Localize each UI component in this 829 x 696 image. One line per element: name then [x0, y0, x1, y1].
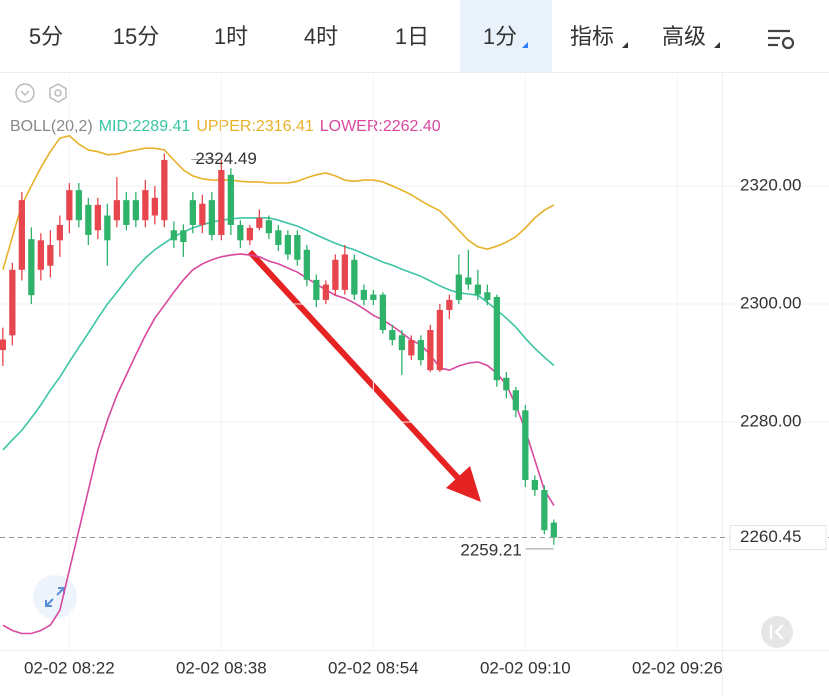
candle-body: [493, 296, 500, 381]
active-tab-bg: [460, 0, 552, 72]
candle-body: [408, 340, 415, 356]
candle-body: [313, 279, 320, 300]
x-tick-label: 02-02 08:54: [328, 658, 419, 677]
x-tick-label: 02-02 08:38: [176, 658, 267, 677]
tab-caret: [522, 42, 528, 48]
candle-body: [474, 284, 481, 295]
collapse-icon[interactable]: [15, 83, 35, 103]
candle-body: [28, 239, 35, 296]
x-tick-label: 02-02 08:22: [24, 658, 115, 677]
y-tick-label: 2320.00: [740, 175, 801, 194]
boll-line: [2, 253, 555, 635]
boll-line: [2, 134, 555, 271]
candle-body: [199, 203, 206, 225]
candle-body: [218, 170, 225, 235]
last-price-box: [729, 525, 827, 551]
candle-body: [265, 220, 272, 234]
low-label: 2259.21: [460, 540, 521, 559]
candle-body: [436, 309, 443, 371]
candle-body: [256, 217, 263, 228]
candle-body: [0, 339, 6, 351]
candle-body: [370, 294, 377, 300]
timeframe-tab[interactable]: 5分: [29, 24, 63, 49]
candle-body: [379, 294, 386, 331]
timeframe-tab[interactable]: 1时: [214, 24, 248, 49]
last-price-label: 2260.45: [740, 527, 801, 546]
candle-body: [455, 274, 462, 300]
candle-body: [189, 200, 196, 225]
candle-body: [303, 249, 310, 280]
candle-body: [180, 230, 187, 243]
expand-button[interactable]: [33, 575, 77, 619]
menu-tab[interactable]: 高级: [662, 24, 706, 49]
candle-body: [427, 330, 434, 371]
timeframe-tab[interactable]: 4时: [304, 24, 338, 49]
candle-body: [208, 200, 215, 235]
timeframe-tab[interactable]: 15分: [113, 24, 159, 49]
timeframe-tab[interactable]: 1分: [483, 24, 517, 49]
candle-body: [237, 224, 244, 241]
candle-body: [85, 204, 92, 235]
candle-body: [275, 230, 282, 246]
menu-caret: [622, 42, 628, 48]
candle-body: [446, 299, 453, 310]
candle-body: [113, 200, 120, 221]
x-tick-label: 02-02 09:26: [632, 658, 723, 677]
candle-body: [465, 277, 472, 285]
candle-body: [550, 522, 557, 538]
candle-body: [47, 245, 54, 266]
candle-body: [294, 234, 301, 260]
indicator-settings-icon[interactable]: [49, 83, 67, 103]
candle-body: [161, 160, 168, 221]
candle-body: [94, 204, 101, 231]
candle-body: [151, 197, 158, 216]
indicator-legend: MID:2289.41: [99, 118, 191, 135]
candle-body: [284, 234, 291, 255]
candle-body: [9, 269, 16, 336]
x-tick-label: 02-02 09:10: [480, 658, 571, 677]
candle-body: [503, 377, 510, 391]
candle-body: [360, 289, 367, 300]
candle-body: [341, 254, 348, 290]
candle-body: [142, 190, 149, 221]
candle-body: [322, 284, 329, 300]
indicator-legend: UPPER:2316.41: [196, 118, 314, 135]
candle-body: [56, 224, 63, 241]
collapse-chevron: [20, 90, 30, 97]
candle-body: [417, 340, 424, 361]
candle-body: [132, 200, 139, 221]
candle-body: [522, 410, 529, 480]
menu-tab[interactable]: 指标: [570, 24, 614, 49]
candle-body: [18, 200, 25, 270]
candle-body: [66, 190, 73, 221]
candle-body: [170, 230, 177, 241]
candle-body: [332, 259, 339, 290]
indicator-legend: LOWER:2262.40: [320, 118, 441, 135]
candle-body: [484, 292, 491, 300]
timeframe-tab[interactable]: 1日: [395, 24, 429, 49]
indicator-label: BOLL(20,2): [10, 118, 93, 135]
candle-body: [389, 330, 396, 341]
arrow-annotation: [247, 249, 481, 502]
candle-body: [104, 215, 111, 241]
candle-body: [512, 390, 519, 411]
high-label: 2324.49: [195, 149, 256, 168]
indicator-settings-dot: [54, 89, 62, 97]
y-tick-label: 2280.00: [740, 412, 801, 431]
y-tick-label: 2300.00: [740, 294, 801, 313]
back-icon: [769, 624, 784, 640]
candle-body: [246, 227, 253, 241]
menu-caret: [714, 42, 720, 48]
candle-body: [37, 240, 44, 270]
candle-body: [227, 174, 234, 225]
candle-body: [541, 490, 548, 531]
candle-body: [398, 335, 405, 351]
settings-icon[interactable]: [768, 29, 795, 50]
candle-body: [123, 200, 130, 225]
candle-body: [351, 259, 358, 295]
candle-body: [531, 479, 538, 491]
candle-body: [75, 190, 82, 221]
